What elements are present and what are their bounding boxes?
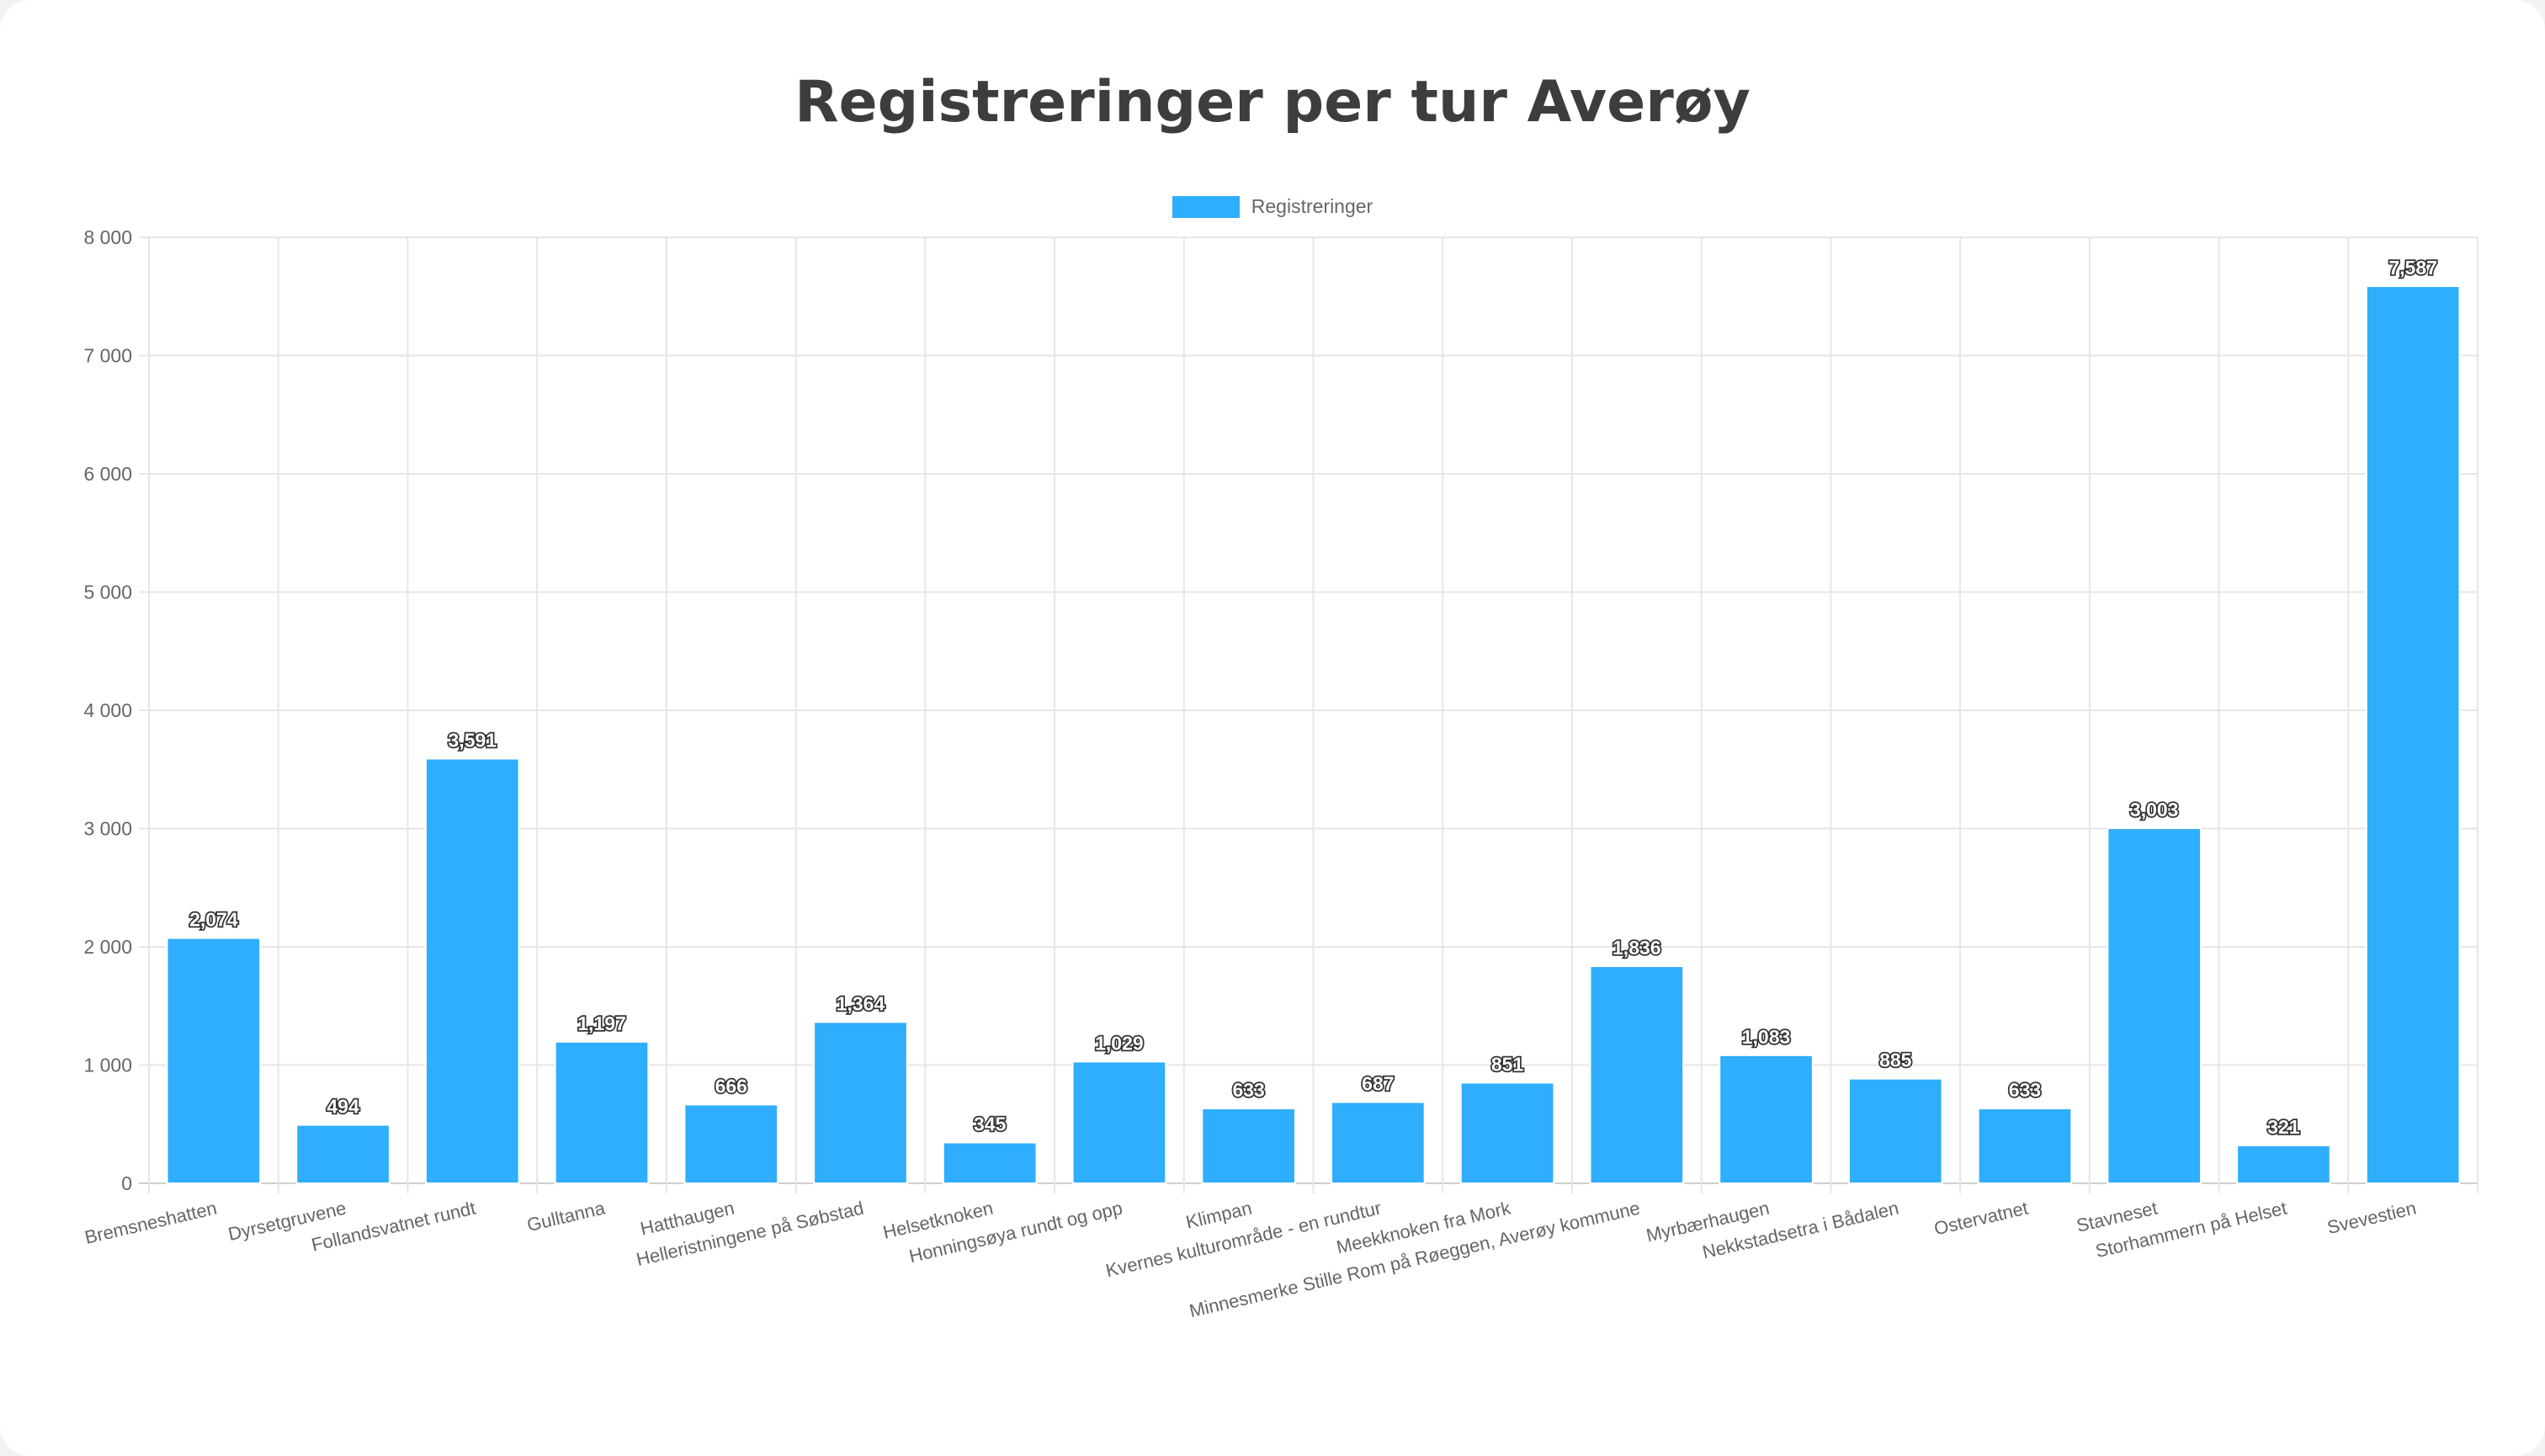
bar-value-label: 7,587 — [2388, 257, 2437, 279]
bar — [2236, 1144, 2331, 1185]
bar — [1071, 1060, 1167, 1185]
legend-swatch — [1172, 195, 1240, 218]
bar-value-label: 687 — [1362, 1072, 1394, 1094]
bar — [683, 1103, 779, 1184]
y-tick-label: 3 000 — [83, 818, 132, 840]
legend-label: Registreringer — [1251, 195, 1373, 217]
bar-value-label: 885 — [1879, 1049, 1912, 1071]
bar — [2365, 285, 2461, 1184]
bar-value-label: 321 — [2267, 1116, 2300, 1138]
y-tick-label: 0 — [121, 1172, 132, 1194]
bar-value-label: 494 — [327, 1096, 359, 1118]
x-category-label: Bremsneshatten — [82, 1198, 219, 1248]
bar — [942, 1141, 1038, 1184]
bar-value-label: 2,074 — [189, 909, 238, 931]
bar — [1459, 1081, 1555, 1184]
bar — [166, 937, 262, 1185]
x-category-label: Svevestien — [2325, 1198, 2418, 1239]
x-category-label: Ostervatnet — [1932, 1198, 2030, 1240]
bar-value-label: 666 — [715, 1075, 747, 1097]
y-tick-label: 7 000 — [83, 345, 132, 367]
bar — [295, 1124, 391, 1185]
y-tick-label: 5 000 — [83, 582, 132, 603]
bar-value-label: 1,364 — [837, 992, 885, 1014]
bar-value-label: 3,003 — [2130, 799, 2179, 821]
y-tick-label: 4 000 — [83, 699, 132, 721]
bar-value-label: 1,836 — [1613, 937, 1661, 959]
y-tick-label: 1 000 — [83, 1055, 132, 1076]
bar — [2107, 827, 2202, 1184]
bar — [1977, 1108, 2073, 1184]
bar-value-label: 345 — [974, 1113, 1007, 1135]
bar-value-label: 3,591 — [449, 729, 497, 751]
x-category-label: Gulltanna — [525, 1197, 608, 1235]
bar — [1589, 965, 1685, 1184]
x-category-label: Klimpan — [1184, 1198, 1254, 1233]
x-category-label: Helleristningene på Søbstad — [635, 1198, 866, 1271]
y-tick-label: 6 000 — [83, 463, 132, 485]
y-tick-label: 8 000 — [83, 226, 132, 248]
bar-value-label: 851 — [1491, 1053, 1524, 1075]
chart-title: Registreringer per tur Averøy — [794, 69, 1751, 136]
x-category-label: Honningsøya rundt og opp — [907, 1198, 1124, 1267]
bar — [424, 757, 520, 1184]
bar — [813, 1021, 908, 1185]
bar — [1201, 1108, 1296, 1184]
bar-value-label: 1,197 — [577, 1012, 626, 1034]
bar-value-label: 633 — [2009, 1079, 2041, 1101]
legend[interactable]: Registreringer — [0, 195, 2545, 218]
bar-value-label: 1,029 — [1095, 1032, 1144, 1054]
y-tick-label: 2 000 — [83, 936, 132, 958]
bar — [1331, 1101, 1426, 1184]
bar — [1719, 1054, 1814, 1184]
bar-value-label: 633 — [1232, 1079, 1264, 1101]
bar — [554, 1040, 650, 1185]
x-category-label: Minnesmerke Stille Rom på Røeggen, Averø… — [1187, 1198, 1642, 1322]
bar-value-label: 1,083 — [1742, 1026, 1791, 1048]
bar — [1847, 1077, 1943, 1184]
